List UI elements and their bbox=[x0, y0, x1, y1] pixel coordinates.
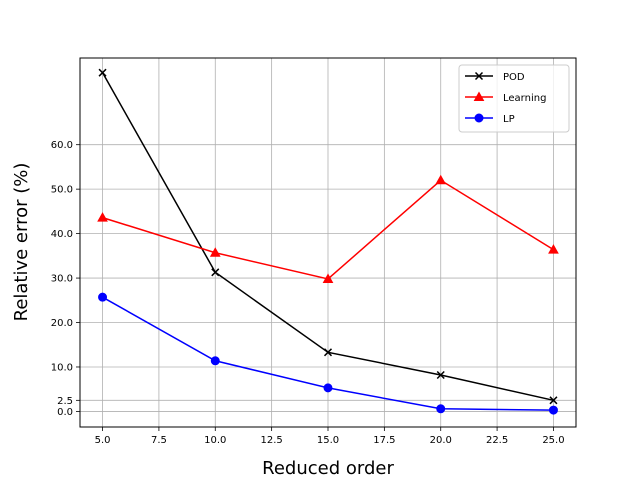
data-point-pod bbox=[436, 370, 445, 380]
data-point-lp bbox=[436, 404, 446, 414]
data-point-pod bbox=[211, 268, 220, 277]
y-tick-label: 50.0 bbox=[51, 185, 73, 196]
data-point-learning bbox=[209, 247, 221, 257]
legend-marker bbox=[473, 91, 485, 101]
legend-label: LP bbox=[503, 114, 515, 125]
data-point-lp bbox=[210, 356, 220, 366]
x-tick-label: 10.0 bbox=[204, 435, 226, 446]
y-tick-label: 60.0 bbox=[51, 140, 73, 151]
y-tick-label: 30.0 bbox=[51, 274, 73, 285]
y-tick-label: 10.0 bbox=[51, 362, 73, 373]
legend-marker bbox=[474, 113, 484, 123]
x-tick-label: 20.0 bbox=[430, 435, 452, 446]
x-tick-label: 12.5 bbox=[261, 435, 283, 446]
y-axis-title: Relative error (%) bbox=[11, 163, 32, 322]
legend-item-lp: LP bbox=[465, 113, 515, 125]
y-tick-label: 40.0 bbox=[51, 229, 73, 240]
data-point-learning bbox=[548, 244, 559, 254]
x-tick-label: 7.5 bbox=[151, 435, 167, 446]
data-point-lp bbox=[548, 405, 558, 415]
legend-marker bbox=[474, 71, 484, 81]
legend-box bbox=[458, 64, 570, 133]
legend-item-learning: Learning bbox=[465, 91, 546, 104]
series-lp bbox=[98, 292, 558, 415]
x-tick-label: 22.5 bbox=[486, 435, 508, 446]
x-tick-label: 17.5 bbox=[373, 435, 395, 446]
data-point-learning bbox=[97, 212, 108, 222]
legend-label: Learning bbox=[503, 93, 546, 104]
legend-label: POD bbox=[503, 72, 525, 83]
y-tick-label: 20.0 bbox=[51, 318, 73, 329]
data-point-pod bbox=[323, 348, 333, 357]
y-tick-label: 0.0 bbox=[57, 407, 73, 418]
data-point-pod bbox=[549, 396, 558, 405]
data-point-pod bbox=[98, 68, 107, 77]
x-tick-label: 25.0 bbox=[542, 435, 564, 446]
data-point-learning bbox=[322, 273, 334, 283]
data-point-lp bbox=[323, 383, 333, 393]
legend-item-pod: POD bbox=[465, 71, 525, 83]
series-layer bbox=[97, 68, 559, 415]
x-axis-title: Reduced order bbox=[262, 458, 394, 479]
x-tick-label: 5.0 bbox=[95, 435, 111, 446]
axis-ticks: 5.0 7.5 10.0 12.5 15.0 17.5 20.0 22.5 25.0 0.02.5… bbox=[51, 140, 565, 446]
series-pod bbox=[98, 68, 558, 405]
legend: POD Learning LP bbox=[458, 64, 570, 133]
y-tick-label: 2.5 bbox=[57, 396, 73, 407]
x-tick-label: 15.0 bbox=[317, 435, 339, 446]
series-learning bbox=[97, 174, 559, 283]
data-point-lp bbox=[98, 292, 108, 302]
data-point-learning bbox=[435, 174, 447, 185]
